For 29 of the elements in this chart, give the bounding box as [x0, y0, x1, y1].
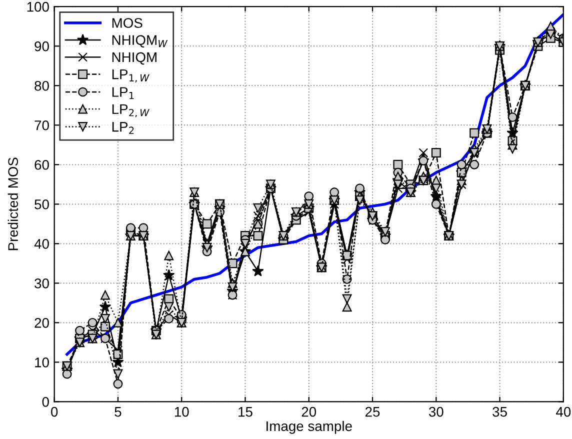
x-tick-label: 15: [238, 407, 252, 417]
y-tick-label: 40: [34, 238, 49, 249]
y-tick-label: 80: [34, 80, 49, 91]
x-axis-title: Image sample: [266, 420, 352, 434]
y-tick-label: 90: [34, 41, 49, 52]
legend-label: NHIQM$_{W}$: [112, 35, 168, 48]
x-tick-label: 0: [51, 406, 58, 417]
legend-label: LP$_{1}$: [112, 87, 134, 100]
x-tick-label: 5: [114, 407, 122, 417]
legend-label: LP$_{2}$: [112, 122, 134, 134]
y-tick-label: 0: [42, 397, 49, 407]
x-tick-label: 10: [174, 406, 189, 417]
y-tick-label: 60: [34, 160, 49, 170]
y-axis-title: Predicted MOS: [8, 158, 18, 250]
y-tick-label: 10: [35, 358, 49, 368]
legend-label: NHIQM: [112, 52, 156, 65]
x-tick-label: 25: [365, 406, 380, 417]
legend-label: LP$_{2,W}$: [112, 104, 150, 118]
y-tick-label: 100: [27, 2, 49, 12]
y-tick-label: 20: [34, 318, 49, 328]
y-tick-label: 70: [34, 120, 49, 130]
y-tick-label: 30: [34, 278, 49, 288]
x-tick-label: 40: [556, 406, 571, 417]
x-tick-label: 35: [492, 406, 507, 417]
legend-label: MOS: [112, 18, 142, 28]
x-tick-label: 20: [302, 406, 316, 417]
legend-label: LP$_{1,W}$: [112, 70, 150, 82]
x-tick-label: 30: [428, 406, 444, 417]
y-tick-label: 50: [34, 199, 49, 210]
